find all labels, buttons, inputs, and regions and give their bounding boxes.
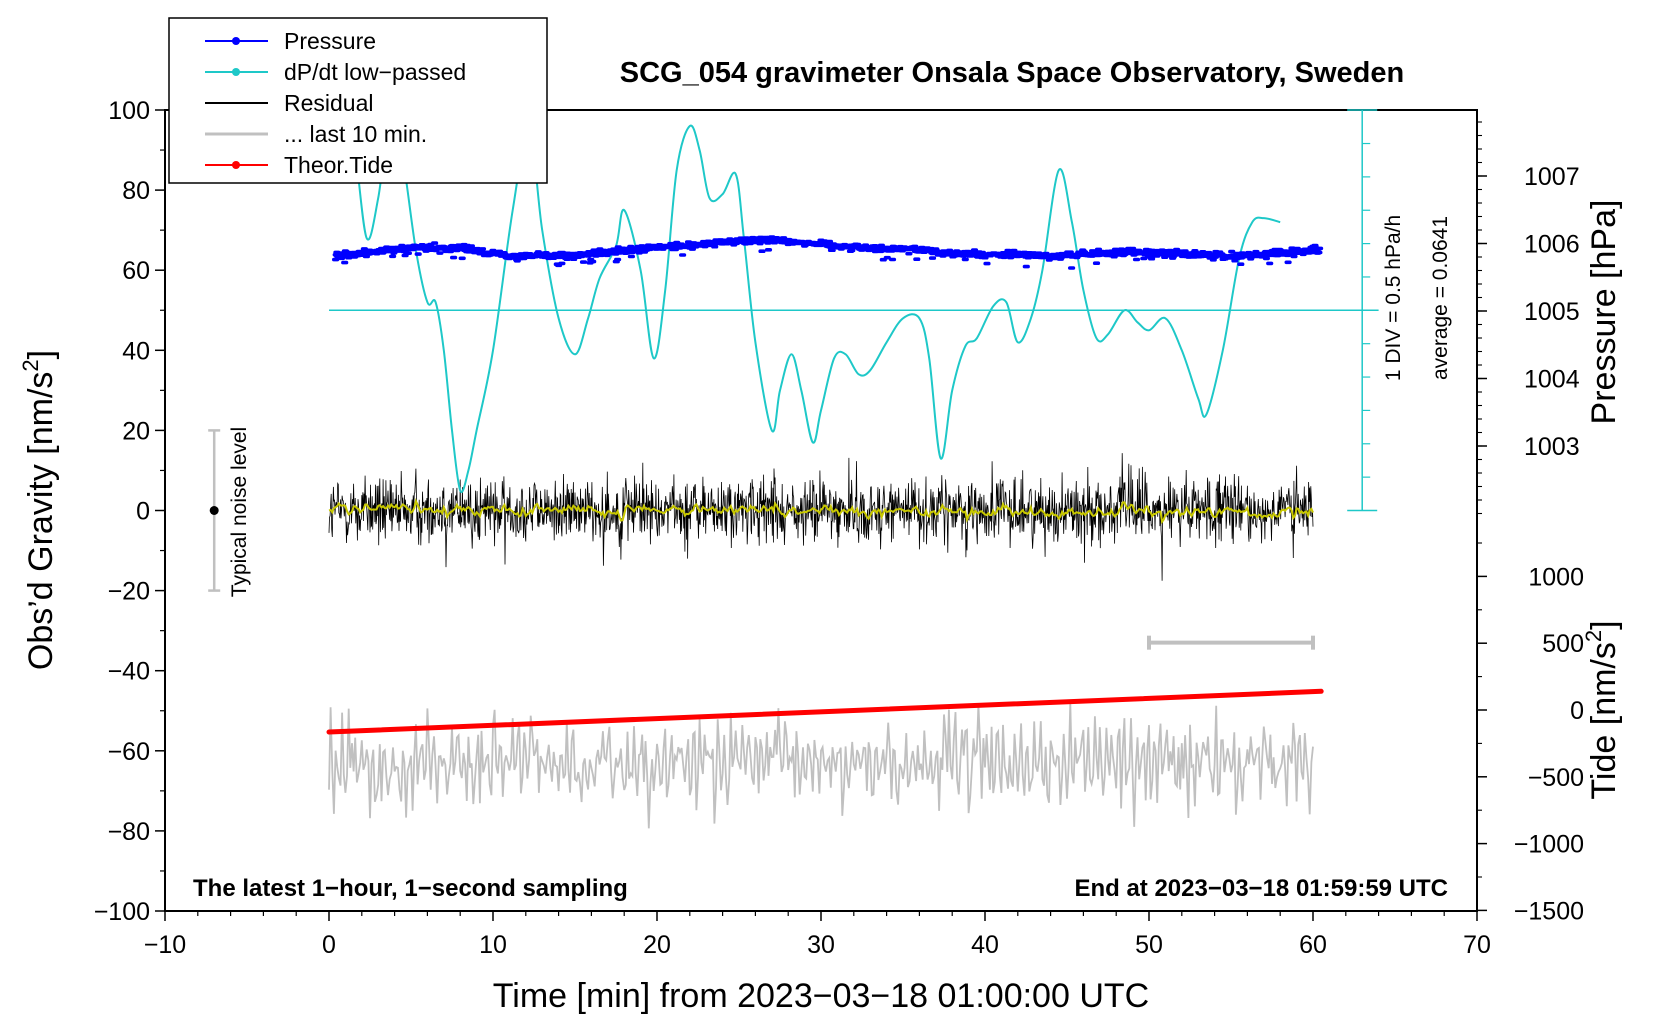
legend-item: dP/dt low−passed [205,59,466,85]
dpdt-line [347,110,1281,493]
legend: Pressure dP/dt low−passed Residual ... last… [168,17,548,184]
legend-label: ... last 10 min. [284,121,427,147]
y-axis-tide-title: Tide [nm/s2] [1581,620,1623,799]
legend-label: Theor.Tide [284,152,393,178]
dpdt-scale-label: 1 DIV = 0.5 hPa/h [1382,215,1405,381]
y-axis-pressure-title: Pressure [hPa] [1585,200,1623,425]
tide-tick-label: −500 [1528,764,1584,792]
x-tick-label: 50 [1135,931,1163,959]
noise-bar-center [209,506,219,515]
x-tick-label: 0 [322,931,336,959]
tide-tick-label: −1500 [1514,897,1584,925]
legend-item: ... last 10 min. [205,121,427,147]
legend-item: Pressure [205,28,376,54]
residual-line [328,453,1314,581]
annotation-end-time: End at 2023−03−18 01:59:59 UTC [1074,875,1448,902]
tide-tick-label: 0 [1570,697,1584,725]
x-tick-label: 60 [1299,931,1327,959]
y-tick-label: 80 [122,177,150,205]
x-tick-label: −10 [144,931,186,959]
pressure-points [332,235,1324,270]
y-axis-pressure: 1003 1004 1005 1006 1007 [1477,121,1580,515]
tide-tick-label: 1000 [1528,563,1584,591]
tide-series [326,688,1324,735]
y-axis-left: −100 −80 −60 −40 −20 0 20 40 60 80 100 [94,97,165,926]
tide-tick-label: −1000 [1514,831,1584,859]
y-tick-label: 100 [108,97,150,125]
y-tick-label: 40 [122,337,150,365]
y-tick-label: 60 [122,257,150,285]
noise-bar [208,429,221,592]
last10-line [328,702,1314,829]
annotation-sampling: The latest 1−hour, 1−second sampling [193,875,628,902]
legend-label: Pressure [284,28,376,54]
y-axis-tide-title-sup: 2 [1581,630,1606,642]
legend-swatch-marker [232,37,240,45]
last10-bar [1147,635,1315,650]
dpdt-average-label: average = 0.0641 [1429,216,1452,380]
y-axis-left-title-sup: 2 [18,359,43,371]
pressure-tick-label: 1005 [1524,298,1580,326]
legend-swatch-marker [232,161,240,169]
y-axis-left-title-main: Obs’d Gravity [nm/s [22,372,60,671]
legend-label: dP/dt low−passed [284,59,466,85]
residual-series [328,453,1314,581]
y-axis-left-title: Obs’d Gravity [nm/s2] [18,350,60,670]
x-tick-label: 10 [479,931,507,959]
y-axis-tide: −1500 −1000 −500 0 500 1000 [1477,542,1584,925]
legend-box [168,17,548,184]
pressure-tick-label: 1003 [1524,433,1580,461]
x-axis: −10 0 10 20 30 40 50 60 70 [144,911,1491,959]
pressure-tick-label: 1006 [1524,231,1580,259]
pressure-tick-label: 1004 [1524,366,1580,394]
x-axis-title: Time [min] from 2023−03−18 01:00:00 UTC [493,977,1149,1015]
legend-item: Residual [205,90,374,116]
chart-title: SCG_054 gravimeter Onsala Space Observat… [620,57,1404,89]
y-tick-label: 0 [136,498,150,526]
noise-level-label: Typical noise level [228,427,251,597]
y-tick-label: −100 [94,898,150,926]
y-tick-label: −60 [108,738,150,766]
pressure-series [332,235,1324,270]
y-axis-left-title-end: ] [22,350,60,359]
x-tick-label: 30 [807,931,835,959]
y-axis-tide-title-end: ] [1585,620,1623,629]
y-tick-label: −20 [108,578,150,606]
legend-swatch-marker [232,68,240,76]
x-tick-label: 40 [971,931,999,959]
pressure-tick-label: 1007 [1524,163,1580,191]
x-tick-label: 20 [643,931,671,959]
x-tick-label: 70 [1463,931,1491,959]
y-tick-label: −40 [108,658,150,686]
y-tick-label: 20 [122,417,150,445]
y-axis-tide-title-main: Tide [nm/s [1585,642,1623,799]
tide-tick-label: 500 [1542,630,1584,658]
dpdt-scale-axis [329,109,1379,512]
residual-smoothed-line [328,498,1314,525]
dpdt-series [347,110,1281,493]
tide-line [326,688,1324,735]
y-tick-label: −80 [108,818,150,846]
last10-series [328,702,1314,829]
legend-item: Theor.Tide [205,152,393,178]
legend-label: Residual [284,90,374,116]
